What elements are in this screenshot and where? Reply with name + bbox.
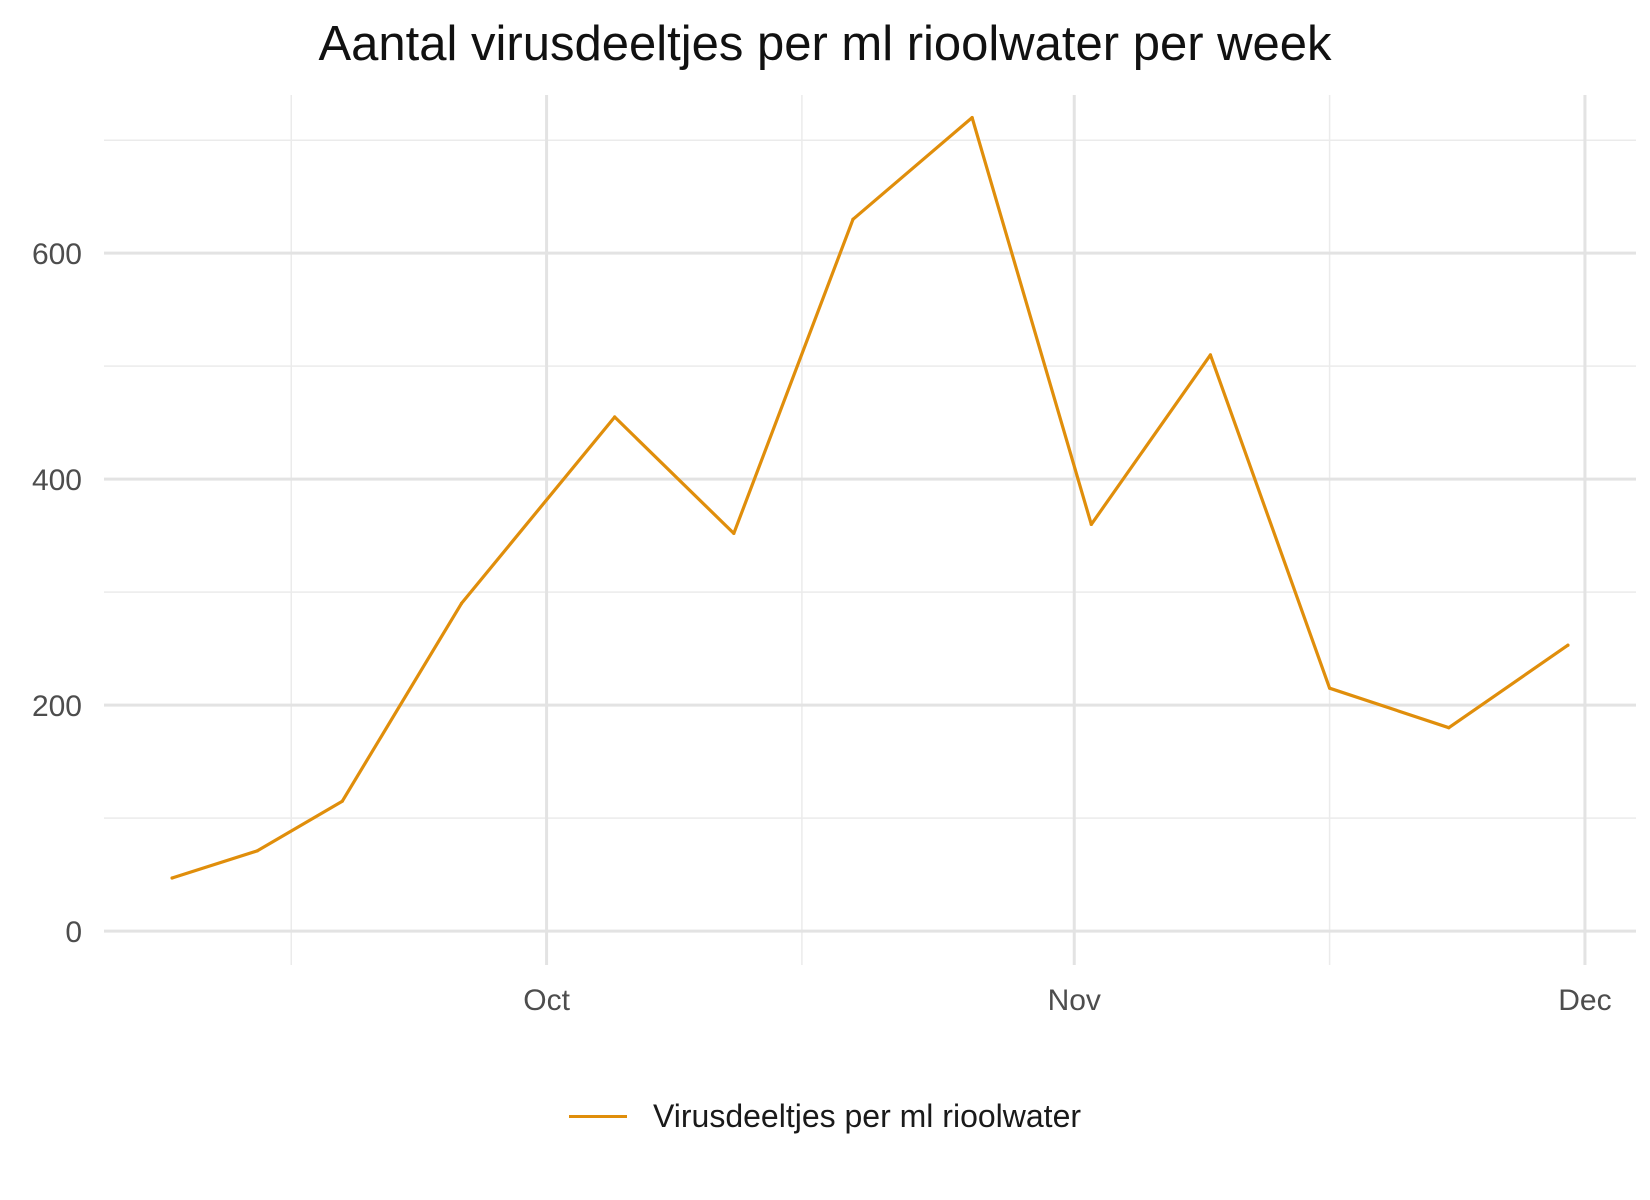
data-point: [170, 876, 174, 880]
data-point: [851, 217, 855, 221]
data-point: [1089, 522, 1093, 526]
data-point: [732, 531, 736, 535]
data-point: [459, 601, 464, 606]
chart-title: Aantal virusdeeltjes per ml rioolwater p…: [318, 17, 1332, 71]
x-tick-label: Oct: [523, 984, 570, 1017]
grid-layer: [104, 95, 1636, 965]
y-tick-label: 600: [32, 238, 82, 271]
data-point: [613, 415, 617, 419]
data-point: [970, 115, 974, 120]
data-point: [1566, 643, 1570, 647]
legend: Virusdeeltjes per ml rioolwater: [0, 1098, 1650, 1135]
series-line: [170, 115, 1570, 880]
y-tick-label: 400: [32, 464, 82, 497]
data-point: [340, 799, 344, 803]
axis-label-layer: 0 200 400 600 Oct Nov Dec: [32, 238, 1612, 1017]
x-tick-label: Dec: [1558, 984, 1611, 1017]
x-tick-label: Nov: [1048, 984, 1101, 1017]
data-point: [1208, 353, 1213, 357]
y-tick-label: 200: [32, 690, 82, 723]
legend-key-line: [568, 1115, 627, 1118]
y-tick-label: 0: [65, 916, 82, 949]
legend-label: Virusdeeltjes per ml rioolwater: [652, 1098, 1082, 1134]
data-point: [1447, 726, 1451, 730]
data-point: [255, 849, 259, 853]
data-point: [1328, 686, 1332, 690]
series-layer: [170, 115, 1570, 880]
